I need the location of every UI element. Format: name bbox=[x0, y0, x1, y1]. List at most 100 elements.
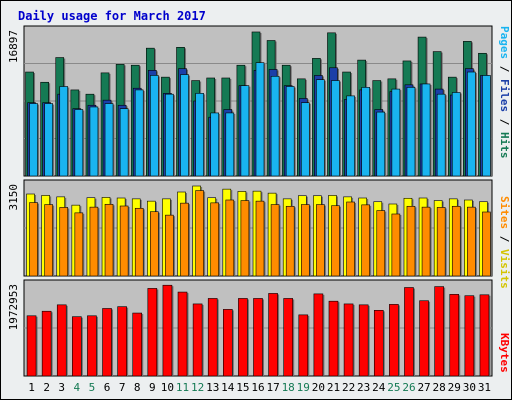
bar-kbytes-day-29 bbox=[449, 294, 460, 377]
x-tick-label-day-17: 17 bbox=[266, 381, 279, 394]
bar-pages-day-31 bbox=[482, 75, 491, 177]
bar-sites-day-17 bbox=[270, 204, 280, 277]
bar-sites-day-12 bbox=[195, 190, 204, 277]
bar-sites-day-23 bbox=[361, 204, 370, 277]
bar-pages-day-7 bbox=[119, 108, 129, 177]
bar-kbytes-day-4 bbox=[72, 316, 82, 377]
side-label-sep-1: / bbox=[498, 59, 511, 79]
bar-pages-day-11 bbox=[180, 74, 189, 177]
bar-pages-day-3 bbox=[59, 86, 69, 177]
bar-sites-day-13 bbox=[210, 202, 220, 277]
bar-pages-day-29 bbox=[451, 92, 461, 177]
chart-title: Daily usage for March 2017 bbox=[18, 9, 206, 23]
bar-pages-day-13 bbox=[210, 112, 220, 177]
bar-pages-day-18 bbox=[285, 86, 295, 177]
x-tick-label-day-14: 14 bbox=[221, 381, 235, 394]
bar-kbytes-day-20 bbox=[313, 293, 324, 377]
x-tick-label-day-20: 20 bbox=[312, 381, 325, 394]
x-tick-label-day-8: 8 bbox=[134, 381, 141, 394]
bar-sites-day-6 bbox=[104, 203, 114, 277]
bar-sites-day-19 bbox=[300, 204, 310, 277]
bar-sites-day-28 bbox=[436, 207, 446, 277]
x-tick-label-day-24: 24 bbox=[372, 381, 386, 394]
bar-kbytes-day-30 bbox=[464, 295, 475, 377]
bar-pages-day-1 bbox=[29, 103, 38, 177]
bar-kbytes-day-27 bbox=[419, 300, 429, 377]
side-label-kbytes: KBytes bbox=[498, 333, 511, 373]
side-label-sep-2: / bbox=[498, 112, 511, 132]
bar-pages-day-8 bbox=[134, 89, 144, 177]
bar-kbytes-day-26 bbox=[404, 287, 414, 377]
bar-sites-day-10 bbox=[165, 214, 174, 277]
bar-sites-day-31 bbox=[482, 211, 491, 277]
side-label-hits: Hits bbox=[498, 132, 511, 159]
side-label-middle: Sites / Visits bbox=[498, 196, 511, 289]
bar-pages-day-15 bbox=[240, 85, 250, 177]
x-tick-label-day-1: 1 bbox=[28, 381, 35, 394]
bar-kbytes-day-18 bbox=[283, 298, 293, 377]
x-tick-label-day-27: 27 bbox=[417, 381, 430, 394]
bar-kbytes-day-23 bbox=[358, 304, 369, 377]
bar-pages-day-20 bbox=[316, 79, 325, 177]
y-max-label-visits-sites: 3150 bbox=[7, 184, 20, 211]
x-tick-label-day-5: 5 bbox=[89, 381, 96, 394]
bar-sites-day-1 bbox=[29, 202, 38, 277]
side-label-bottom: KBytes bbox=[498, 333, 511, 373]
side-label-pages: Pages bbox=[498, 26, 511, 59]
bar-pages-day-19 bbox=[300, 102, 310, 177]
bar-sites-day-26 bbox=[406, 205, 416, 277]
bar-pages-day-25 bbox=[391, 88, 401, 177]
bar-sites-day-2 bbox=[44, 204, 53, 277]
x-tick-label-day-19: 19 bbox=[297, 381, 310, 394]
svg-text:Pages / Files / Hits: Pages / Files / Hits bbox=[498, 26, 511, 159]
x-tick-label-day-21: 21 bbox=[327, 381, 340, 394]
x-tick-label-day-7: 7 bbox=[119, 381, 126, 394]
bar-sites-day-11 bbox=[180, 202, 189, 277]
x-tick-label-day-23: 23 bbox=[357, 381, 370, 394]
bar-pages-day-12 bbox=[195, 93, 204, 177]
x-tick-label-day-25: 25 bbox=[387, 381, 400, 394]
bar-kbytes-day-2 bbox=[41, 310, 52, 377]
bar-sites-day-21 bbox=[331, 205, 340, 277]
x-tick-label-day-29: 29 bbox=[448, 381, 461, 394]
bar-pages-day-17 bbox=[270, 75, 280, 177]
bar-kbytes-day-14 bbox=[223, 309, 233, 377]
bar-pages-day-23 bbox=[361, 87, 370, 177]
bar-sites-day-7 bbox=[119, 205, 129, 277]
bar-kbytes-day-15 bbox=[238, 298, 248, 377]
bar-pages-day-22 bbox=[346, 95, 355, 177]
bar-kbytes-day-17 bbox=[268, 293, 278, 377]
bar-sites-day-27 bbox=[421, 206, 431, 277]
y-max-label-pages-files-hits: 16897 bbox=[7, 30, 20, 63]
x-tick-label-day-28: 28 bbox=[433, 381, 446, 394]
side-label-top: Pages / Files / Hits bbox=[498, 26, 511, 159]
x-tick-label-day-22: 22 bbox=[342, 381, 355, 394]
bar-sites-day-30 bbox=[467, 206, 476, 277]
bar-sites-day-18 bbox=[285, 205, 295, 277]
x-tick-label-day-15: 15 bbox=[236, 381, 249, 394]
x-tick-label-day-26: 26 bbox=[402, 381, 415, 394]
bar-kbytes-day-24 bbox=[373, 310, 384, 377]
bar-kbytes-day-11 bbox=[177, 291, 188, 377]
x-tick-label-day-6: 6 bbox=[104, 381, 111, 394]
bar-pages-day-21 bbox=[331, 80, 340, 177]
bar-sites-day-3 bbox=[59, 207, 69, 277]
bar-kbytes-day-1 bbox=[26, 315, 37, 377]
bar-sites-day-24 bbox=[376, 210, 386, 277]
bar-sites-day-16 bbox=[255, 200, 265, 277]
bar-sites-day-20 bbox=[316, 204, 325, 277]
side-label-files: Files bbox=[498, 79, 511, 112]
bar-kbytes-day-22 bbox=[343, 303, 354, 377]
bar-kbytes-day-7 bbox=[117, 306, 127, 377]
bar-pages-day-10 bbox=[165, 93, 174, 177]
bar-kbytes-day-25 bbox=[389, 304, 399, 377]
x-tick-label-day-10: 10 bbox=[161, 381, 174, 394]
bar-kbytes-day-3 bbox=[56, 304, 67, 377]
bar-sites-day-8 bbox=[134, 207, 144, 277]
bar-kbytes-day-13 bbox=[207, 298, 218, 377]
bar-kbytes-day-5 bbox=[87, 315, 97, 377]
x-tick-label-day-9: 9 bbox=[149, 381, 156, 394]
bar-kbytes-day-16 bbox=[253, 298, 263, 377]
